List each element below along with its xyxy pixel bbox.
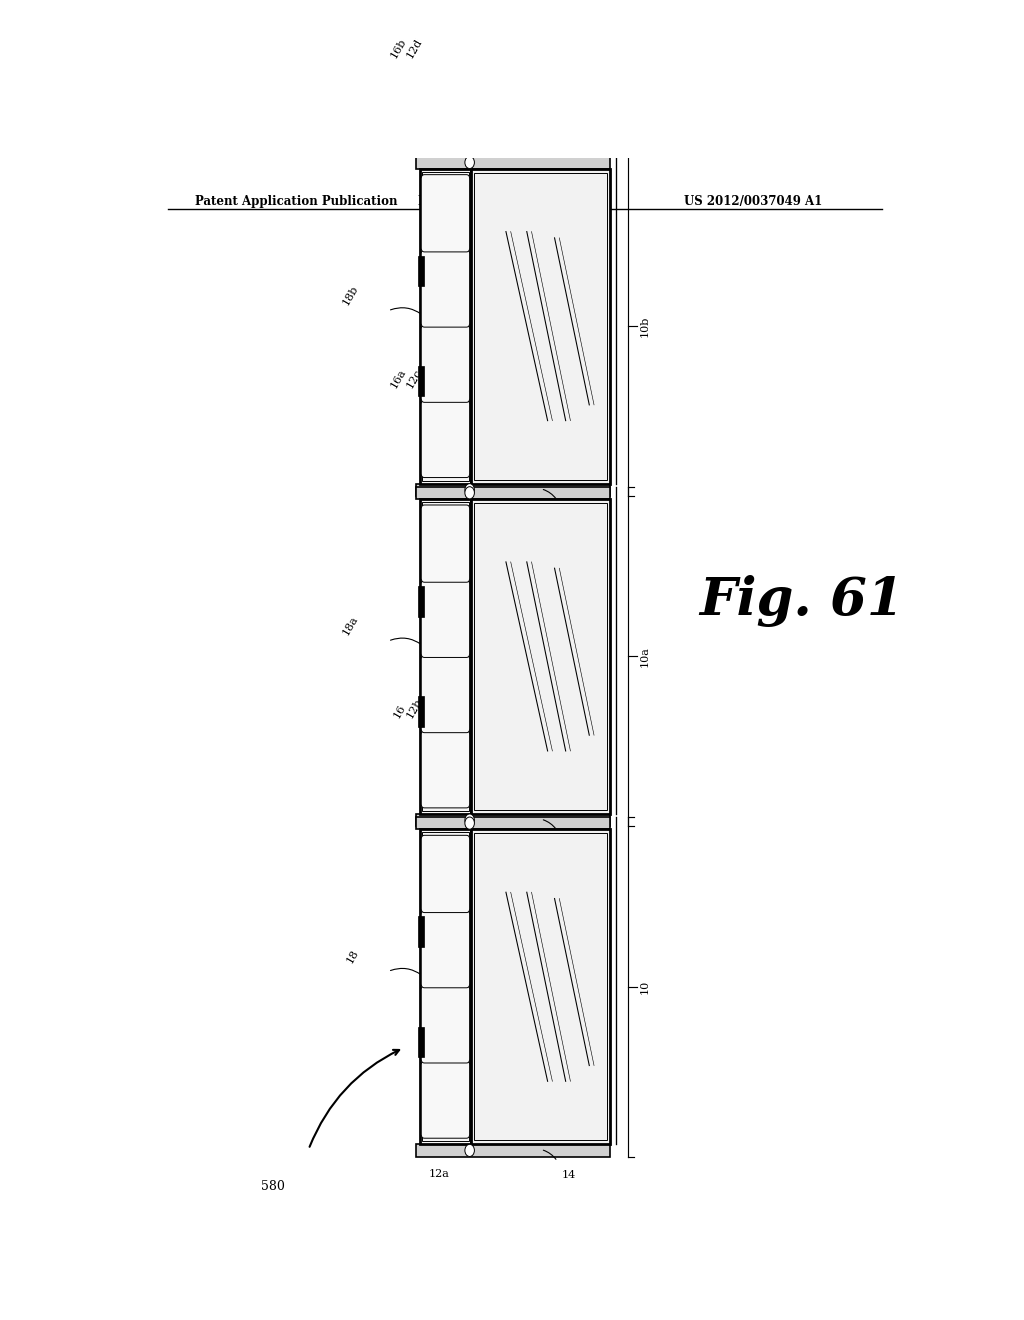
Text: 18b: 18b xyxy=(341,284,360,308)
Text: 12d: 12d xyxy=(404,37,424,59)
Bar xyxy=(422,833,469,1142)
Text: 14: 14 xyxy=(561,1170,575,1180)
Bar xyxy=(416,817,610,829)
Bar xyxy=(420,829,471,1144)
Text: 12a: 12a xyxy=(429,1168,450,1179)
Text: 10b: 10b xyxy=(639,315,649,337)
FancyBboxPatch shape xyxy=(421,911,470,987)
Bar xyxy=(471,169,610,483)
Bar xyxy=(418,916,424,946)
Text: US 2012/0037049 A1: US 2012/0037049 A1 xyxy=(684,195,822,209)
Circle shape xyxy=(465,817,474,829)
Circle shape xyxy=(465,156,474,169)
Bar xyxy=(474,173,607,479)
Circle shape xyxy=(465,487,474,499)
FancyBboxPatch shape xyxy=(421,656,470,733)
Bar xyxy=(418,1027,424,1057)
Text: 16: 16 xyxy=(392,704,408,721)
Text: 18a: 18a xyxy=(341,614,360,638)
Text: 16b: 16b xyxy=(388,36,408,59)
Text: 14b: 14b xyxy=(561,510,583,519)
FancyBboxPatch shape xyxy=(421,325,470,403)
Bar xyxy=(418,697,424,727)
Bar xyxy=(416,156,610,169)
FancyBboxPatch shape xyxy=(421,506,470,582)
Bar xyxy=(474,503,607,810)
Bar xyxy=(471,499,610,814)
Bar xyxy=(420,169,471,483)
FancyBboxPatch shape xyxy=(421,249,470,327)
Circle shape xyxy=(465,814,474,826)
Bar xyxy=(418,586,424,616)
Bar xyxy=(416,1144,610,1156)
Text: 10a: 10a xyxy=(639,645,649,667)
Text: Fig. 61: Fig. 61 xyxy=(699,574,904,627)
Text: Patent Application Publication: Patent Application Publication xyxy=(196,195,398,209)
Circle shape xyxy=(465,483,474,496)
Text: 18: 18 xyxy=(344,948,360,965)
Bar xyxy=(416,814,610,826)
Bar xyxy=(418,256,424,286)
Bar xyxy=(420,499,471,814)
Text: 12c: 12c xyxy=(404,367,424,391)
Text: 12b: 12b xyxy=(404,697,424,721)
Text: 14a: 14a xyxy=(561,840,583,849)
Text: 16a: 16a xyxy=(389,367,408,391)
Circle shape xyxy=(465,1144,474,1156)
Bar xyxy=(416,487,610,499)
Bar xyxy=(471,829,610,1144)
Bar xyxy=(416,483,610,496)
Bar xyxy=(474,833,607,1140)
FancyBboxPatch shape xyxy=(421,731,470,808)
FancyBboxPatch shape xyxy=(421,400,470,478)
Text: Feb. 16, 2012  Sheet 61 of 86: Feb. 16, 2012 Sheet 61 of 86 xyxy=(418,195,610,209)
Bar xyxy=(422,502,469,810)
Bar xyxy=(422,172,469,480)
FancyBboxPatch shape xyxy=(421,581,470,657)
FancyBboxPatch shape xyxy=(421,836,470,912)
FancyBboxPatch shape xyxy=(421,986,470,1063)
Bar xyxy=(418,366,424,396)
Text: 10: 10 xyxy=(639,979,649,994)
FancyBboxPatch shape xyxy=(421,1061,470,1138)
FancyBboxPatch shape xyxy=(421,174,470,252)
Text: 580: 580 xyxy=(261,1180,285,1193)
